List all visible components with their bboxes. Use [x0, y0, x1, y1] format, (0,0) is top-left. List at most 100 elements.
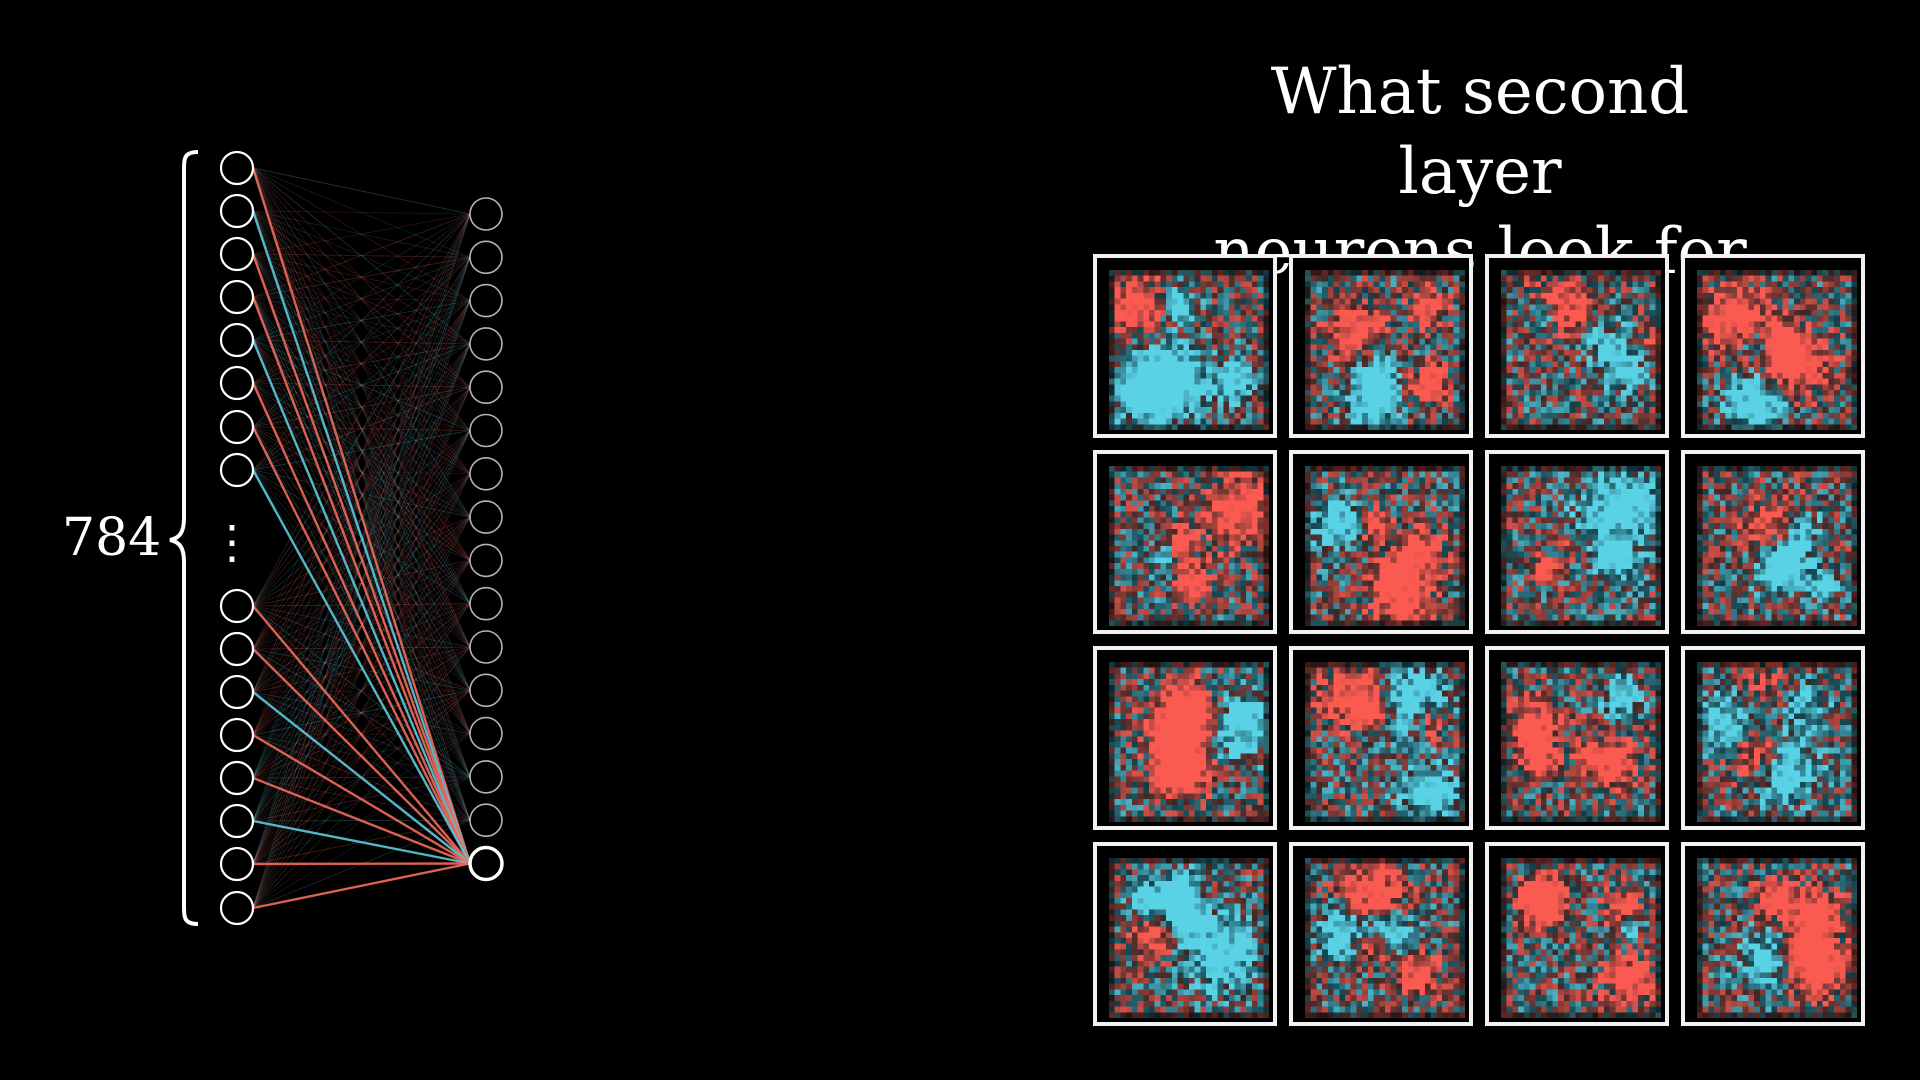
highlight-weight-edge — [251, 469, 472, 865]
weight-edge — [252, 605, 471, 691]
weight-edge — [252, 210, 471, 258]
weight-edge — [252, 257, 471, 650]
input-neuron — [219, 890, 255, 926]
weight-edge — [252, 257, 471, 693]
hidden-neuron — [469, 327, 503, 361]
weight-edge — [252, 210, 471, 518]
weight-edge — [252, 210, 471, 734]
hidden-neuron — [469, 803, 503, 838]
weight-image-tile — [1289, 450, 1473, 634]
weight-edge — [252, 343, 471, 650]
weight-edge — [252, 516, 471, 909]
weight-edge — [252, 386, 471, 428]
weight-edge — [252, 210, 471, 301]
weight-edge — [252, 339, 471, 345]
weight-image — [1697, 270, 1857, 430]
hidden-neuron — [469, 283, 503, 318]
weight-edge — [252, 691, 471, 734]
weight-edge — [252, 560, 471, 693]
weight-image-tile — [1093, 646, 1277, 830]
weight-edge — [252, 648, 471, 691]
weight-edge — [252, 210, 471, 604]
weight-edge — [252, 386, 471, 607]
input-neuron — [219, 236, 255, 272]
input-neuron — [219, 279, 255, 315]
weight-image — [1109, 662, 1269, 822]
input-neuron — [219, 409, 255, 445]
weight-image — [1501, 466, 1661, 626]
weight-edge — [252, 167, 471, 561]
input-neuron — [219, 365, 255, 401]
weight-edge — [252, 210, 471, 561]
network-neurons — [219, 150, 504, 926]
weight-edge — [252, 426, 471, 475]
weight-edge — [252, 300, 471, 693]
highlight-weight-edge — [252, 819, 471, 865]
weight-image — [1305, 662, 1465, 822]
weight-edge — [252, 210, 471, 345]
weight-edge — [252, 473, 471, 909]
weight-edge — [252, 256, 471, 384]
hidden-neuron — [469, 370, 503, 405]
weight-image — [1501, 858, 1661, 1018]
weight-edge — [252, 210, 471, 778]
weight-edge — [252, 253, 471, 345]
weight-edge — [252, 603, 471, 650]
weight-edge — [252, 213, 471, 693]
weight-edge — [252, 167, 471, 215]
weight-edge — [252, 253, 471, 734]
hidden-neuron — [469, 500, 503, 534]
weight-image — [1109, 270, 1269, 430]
hidden-neuron — [469, 413, 503, 448]
weight-edge — [252, 167, 471, 475]
weight-edge — [252, 167, 471, 518]
input-neuron — [219, 846, 255, 882]
weight-image-tile — [1289, 842, 1473, 1026]
weight-edge — [252, 253, 471, 301]
weight-edge — [252, 210, 471, 431]
hidden-neuron — [469, 673, 503, 708]
highlight-weight-edge — [251, 382, 472, 864]
weight-edge — [252, 253, 471, 604]
weight-edge — [252, 382, 471, 388]
weight-image — [1697, 858, 1857, 1018]
weight-edge — [252, 300, 471, 384]
weight-edge — [252, 253, 471, 475]
weight-image-tile — [1681, 450, 1865, 634]
weight-edge — [252, 167, 471, 648]
highlight-weight-edge — [252, 605, 471, 865]
weight-edge — [252, 256, 471, 298]
weight-image-tile — [1485, 842, 1669, 1026]
weight-edge — [252, 167, 471, 388]
weight-edge — [252, 167, 471, 431]
weight-edge — [252, 300, 471, 650]
weight-edge — [252, 253, 471, 258]
highlight-weight-edge — [251, 339, 472, 864]
weight-edge — [252, 300, 471, 471]
weight-edge — [252, 296, 471, 604]
weight-edge — [252, 689, 471, 736]
weight-image — [1501, 662, 1661, 822]
input-layer-brace — [169, 150, 199, 926]
weight-edge — [252, 560, 471, 865]
weight-edge — [252, 382, 471, 475]
weight-image — [1305, 858, 1465, 1018]
weight-edge — [252, 296, 471, 475]
input-neuron — [219, 631, 255, 667]
weight-edge — [252, 257, 471, 607]
hidden-neuron — [469, 456, 503, 491]
weight-edge — [252, 167, 471, 821]
highlight-weight-edge — [252, 862, 471, 910]
weight-edge — [252, 167, 471, 778]
weight-image-tile — [1093, 254, 1277, 438]
highlight-weight-edge — [251, 426, 472, 865]
weight-image — [1697, 466, 1857, 626]
weight-edge — [252, 253, 471, 561]
input-neuron — [219, 717, 255, 753]
weight-edge — [252, 210, 471, 215]
weight-edge — [252, 167, 471, 301]
weight-image-tile — [1681, 842, 1865, 1026]
weight-edge — [252, 426, 471, 518]
highlight-weight-edge — [251, 253, 472, 864]
weight-edge — [252, 382, 471, 518]
